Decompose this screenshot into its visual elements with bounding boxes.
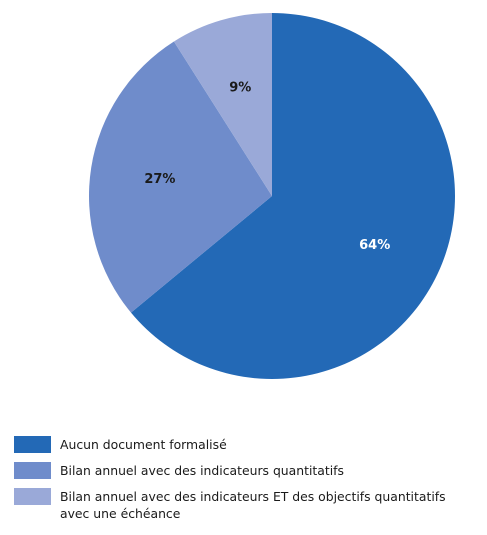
pie-slice [131,13,456,379]
legend-label: Aucun document formalisé [60,437,227,452]
pie-slice [173,13,272,196]
legend-swatch [14,488,51,505]
legend-swatch [14,462,51,479]
legend-label: Bilan annuel avec des indicateurs quanti… [60,463,344,478]
pie-slice [89,41,272,313]
pie-chart: 64% 27% 9% [89,13,456,379]
pie-slice-labels: 64% 27% 9% [144,81,390,253]
legend-item: Bilan annuel avec des indicateurs quanti… [14,462,484,479]
slice-value-label: 9% [229,81,251,96]
legend: Aucun document formalisé Bilan annuel av… [14,436,484,531]
slice-value-label: 27% [144,172,175,187]
slice-value-label: 64% [359,238,390,253]
legend-label: Bilan annuel avec des indicateurs ET des… [60,489,446,521]
pie-slices [89,13,456,379]
legend-swatch [14,436,51,453]
legend-item: Aucun document formalisé [14,436,484,453]
legend-item: Bilan annuel avec des indicateurs ET des… [14,488,484,522]
